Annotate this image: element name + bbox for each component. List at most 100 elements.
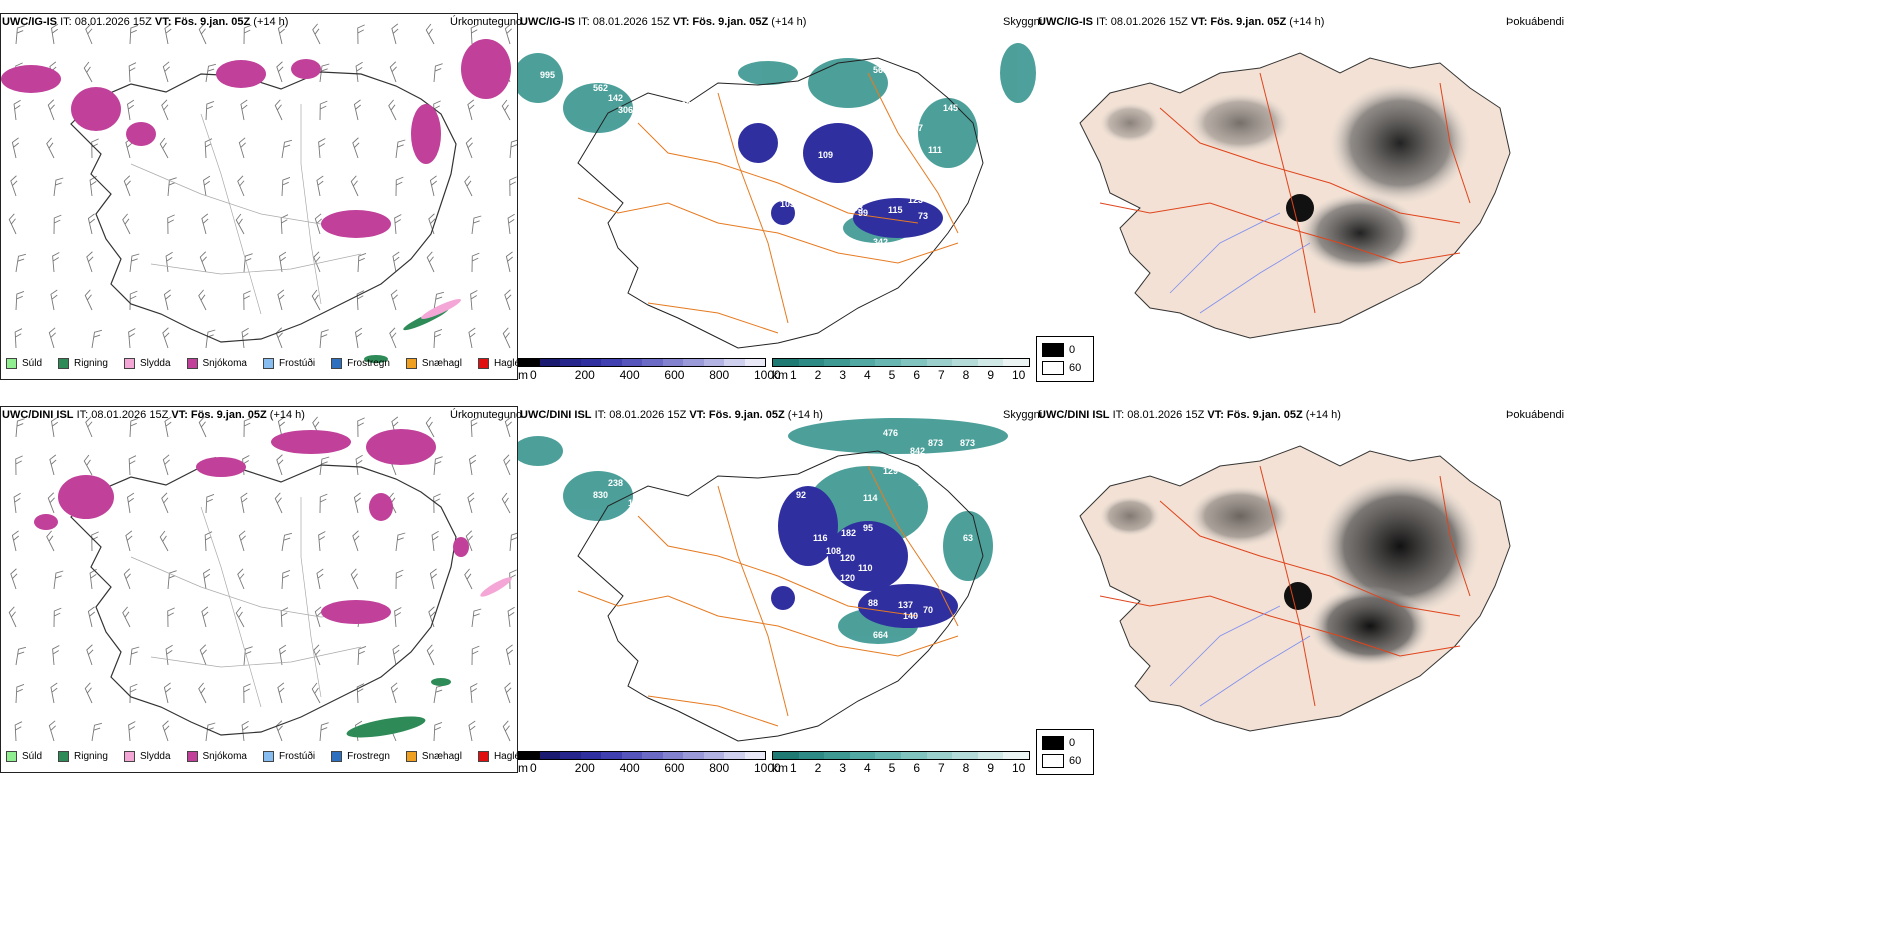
legend-swatch <box>123 751 135 762</box>
wind-barb <box>276 61 284 83</box>
ceiling-value-label: 116 <box>813 533 828 543</box>
ceiling-value-label: 238 <box>608 478 623 488</box>
ceiling-visibility-panel-bottom: 476 873 842 873 238 830 191 129 92 192 96 114 116 108… <box>518 406 1038 773</box>
ceiling-value-label: 108 <box>826 546 841 556</box>
legend-swatch <box>477 751 489 762</box>
wind-barb <box>357 252 367 273</box>
colorbar-tick-label: 0 <box>530 761 537 775</box>
wind-barb <box>235 213 245 235</box>
wind-barb <box>276 454 284 476</box>
colorbar-segment <box>601 359 622 366</box>
colorbar-unit: m <box>518 368 528 382</box>
legend-label: Rigning <box>74 358 108 369</box>
colorbar-unit: m <box>518 761 528 775</box>
wind-barb <box>429 568 437 590</box>
wind-barb <box>426 644 435 666</box>
wind-barb <box>163 289 171 311</box>
wind-barb <box>52 252 60 273</box>
colorbar-segment <box>977 359 1004 366</box>
wind-barb <box>503 454 511 476</box>
colorbar-tick-label: 200 <box>574 368 595 382</box>
wind-barb <box>50 682 58 704</box>
ceiling-value-label: 562 <box>593 83 608 93</box>
wind-barb <box>165 251 173 273</box>
field-title: Skyggni <box>1003 16 1043 28</box>
wind-barb <box>85 23 93 45</box>
legend-item: Snæhagl <box>405 358 462 369</box>
legend-swatch <box>58 751 70 762</box>
legend-item: Snjókoma <box>186 751 247 762</box>
wind-barb <box>356 683 365 704</box>
wind-barb <box>431 530 439 552</box>
wind-barb <box>470 290 478 311</box>
wind-barb <box>199 644 207 666</box>
wind-barb <box>162 327 170 349</box>
wind-barb <box>15 455 23 476</box>
legend-swatch <box>6 358 17 369</box>
wind-barb <box>46 137 55 159</box>
wind-barb <box>243 417 252 438</box>
wind-barb <box>15 646 26 666</box>
valid-time-label: VT: <box>1190 16 1208 28</box>
legend-swatch <box>186 751 198 762</box>
colorbar-segment <box>824 359 850 366</box>
wind-barb <box>274 99 283 121</box>
wind-barb <box>352 137 360 159</box>
wind-barb <box>395 176 404 197</box>
wind-barb <box>199 251 207 273</box>
wind-barb <box>53 607 62 628</box>
ceiling-value-label: 129 <box>883 466 898 476</box>
wind-barb <box>468 327 476 349</box>
colorbar-segment <box>744 359 765 366</box>
wind-barb <box>313 644 321 666</box>
wind-barb <box>470 24 479 45</box>
wind-barb <box>165 644 173 666</box>
colorbar-segment <box>724 752 745 759</box>
road-network <box>577 72 959 334</box>
wind-barb <box>392 644 400 666</box>
panel-header: UWC/IG-IS IT: 08.01.2026 15Z VT: Fös. 9.… <box>2 16 288 28</box>
wind-barb <box>47 99 55 121</box>
wind-barb <box>11 530 19 552</box>
colorbar-segment <box>1003 752 1029 759</box>
precip-map-top <box>1 23 517 363</box>
ceiling-value-label: 114 <box>863 493 878 503</box>
wind-barb <box>501 492 511 514</box>
wind-barb <box>279 251 287 273</box>
colorbar-segment <box>1003 359 1029 366</box>
colorbar-segment <box>662 752 683 759</box>
wind-barb <box>129 24 139 45</box>
wind-barb <box>318 138 326 159</box>
legend-item: Snæhagl <box>405 751 462 762</box>
wind-barb <box>357 645 367 666</box>
wind-barb <box>48 327 56 349</box>
lead-time: (+14 h) <box>1305 409 1341 421</box>
ceiling-value-label: 117 <box>783 145 798 155</box>
colorbar-tick-label: 1 <box>790 368 797 382</box>
wind-barb <box>161 99 169 121</box>
ceiling-value-label: 140 <box>903 611 918 621</box>
ceiling-colorbar: m 0 200 400 600 800 1000 <box>518 358 781 384</box>
legend-swatch <box>186 358 198 369</box>
colorbar-strip <box>772 751 1030 760</box>
wind-barb <box>162 61 170 83</box>
valid-time: Fös. 9.jan. 05Z <box>1210 16 1287 28</box>
wind-barb <box>129 683 138 704</box>
wind-barb <box>509 532 517 552</box>
colorbar-tick-label: 800 <box>709 368 730 382</box>
wind-barb <box>50 289 58 311</box>
ceiling-value-label: 70 <box>923 605 933 615</box>
wind-barb <box>281 532 292 552</box>
colorbar-tick-label: 3 <box>839 761 847 775</box>
wind-barb <box>84 289 93 311</box>
wind-barb <box>433 684 444 704</box>
model-name: UWC/DINI ISL <box>520 409 592 421</box>
fog-areas <box>1100 83 1470 273</box>
wind-barb <box>53 177 64 197</box>
wind-barb <box>127 99 135 121</box>
ceiling-value-label: 63 <box>963 533 973 543</box>
iceland-outline <box>577 57 984 349</box>
colorbar-tick-label: 400 <box>619 761 640 775</box>
valid-time: Fös. 9.jan. 05Z <box>190 409 267 421</box>
